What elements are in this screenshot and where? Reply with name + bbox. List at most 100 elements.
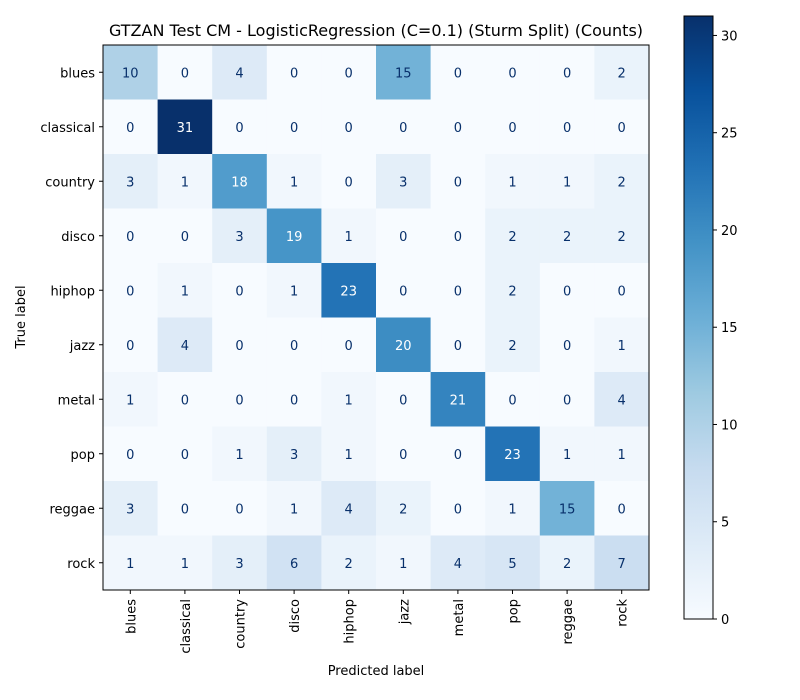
heatmap-cell — [321, 317, 377, 373]
y-tick-label: country — [45, 175, 95, 190]
cell-value-label: 0 — [399, 393, 407, 408]
cell-value-label: 1 — [563, 175, 571, 190]
heatmap-cell — [212, 372, 268, 427]
heatmap-cell — [594, 99, 650, 155]
cell-value-label: 0 — [181, 448, 189, 463]
cell-value-label: 0 — [399, 121, 407, 136]
colorbar — [683, 15, 714, 620]
cell-value-label: 1 — [235, 448, 243, 463]
heatmap-cell — [266, 372, 322, 427]
heatmap-cell — [157, 154, 213, 209]
cell-value-label: 1 — [345, 448, 353, 463]
cell-value-label: 0 — [235, 284, 243, 299]
heatmap-cell — [321, 535, 377, 591]
heatmap-cell — [266, 99, 322, 155]
cell-value-label: 2 — [508, 284, 516, 299]
heatmap-cell — [103, 535, 159, 591]
heatmap-cell — [485, 154, 541, 209]
heatmap-cell — [376, 99, 432, 155]
cell-value-label: 2 — [399, 502, 407, 517]
heatmap-cell — [594, 426, 650, 482]
colorbar-tick-label: 10 — [721, 418, 738, 433]
heatmap-cell — [485, 535, 541, 591]
colorbar-tick-label: 15 — [721, 321, 738, 336]
cell-value-label: 0 — [126, 284, 134, 299]
heatmap-cell — [430, 317, 486, 373]
cell-value-label: 1 — [181, 175, 189, 190]
heatmap-cell — [157, 317, 213, 373]
cell-value-label: 1 — [508, 502, 516, 517]
heatmap-cell — [430, 535, 486, 591]
heatmap-cell — [485, 99, 541, 155]
heatmap-cell — [157, 45, 213, 100]
heatmap-cell — [430, 372, 486, 427]
heatmap-cell — [103, 154, 159, 209]
heatmap-cell — [321, 426, 377, 482]
cell-value-label: 0 — [345, 121, 353, 136]
heatmap-cell — [212, 45, 268, 100]
heatmap-cell — [430, 263, 486, 318]
heatmap-cell — [485, 481, 541, 536]
cell-value-label: 5 — [508, 557, 516, 572]
heatmap-cell — [539, 154, 595, 209]
heatmap-cell — [430, 426, 486, 482]
cell-value-label: 4 — [181, 339, 189, 354]
y-tick-label: classical — [40, 121, 95, 136]
heatmap-cell — [594, 45, 650, 100]
y-axis-label: True label — [14, 285, 29, 349]
heatmap-cell — [539, 317, 595, 373]
cell-value-label: 0 — [345, 339, 353, 354]
cell-value-label: 0 — [181, 230, 189, 245]
heatmap-cell — [212, 535, 268, 591]
heatmap-cell — [321, 263, 377, 318]
cell-value-label: 3 — [126, 502, 134, 517]
cell-value-label: 0 — [454, 121, 462, 136]
cell-value-label: 2 — [563, 230, 571, 245]
cell-value-label: 4 — [345, 502, 353, 517]
cell-value-label: 4 — [235, 66, 243, 81]
cell-value-label: 15 — [559, 502, 576, 517]
heatmap-cell — [376, 154, 432, 209]
cell-value-label: 2 — [618, 66, 626, 81]
heatmap-cell — [594, 208, 650, 264]
heatmap-cell — [376, 535, 432, 591]
cell-value-label: 0 — [126, 339, 134, 354]
heatmap-cell — [157, 426, 213, 482]
cell-value-label: 3 — [126, 175, 134, 190]
x-tick-label: classical — [179, 599, 194, 654]
cell-value-label: 3 — [235, 557, 243, 572]
cell-value-label: 15 — [395, 66, 412, 81]
heatmap-cell — [212, 317, 268, 373]
heatmap-cell — [157, 372, 213, 427]
y-axis-ticks: blues classical country disco hiphop jazz meta… — [40, 66, 103, 572]
heatmap-cell — [212, 99, 268, 155]
cell-value-label: 19 — [286, 230, 303, 245]
cell-value-label: 0 — [563, 393, 571, 408]
cell-value-label: 0 — [126, 230, 134, 245]
heatmap-cell — [485, 208, 541, 264]
y-tick-label: pop — [71, 448, 95, 463]
colorbar-tick-label: 20 — [721, 224, 738, 239]
heatmap-cell — [539, 99, 595, 155]
cell-value-label: 0 — [563, 121, 571, 136]
cell-value-label: 2 — [508, 230, 516, 245]
heatmap-cell — [321, 45, 377, 100]
heatmap-cell — [212, 426, 268, 482]
heatmap-cell — [103, 426, 159, 482]
y-tick-label: jazz — [69, 339, 95, 354]
cell-value-label: 23 — [340, 284, 357, 299]
heatmap-cell — [103, 372, 159, 427]
heatmap-cell — [157, 481, 213, 536]
heatmap-cell — [430, 208, 486, 264]
cell-value-label: 3 — [290, 448, 298, 463]
heatmap-cell — [539, 208, 595, 264]
heatmap-cell — [103, 208, 159, 264]
heatmap-cell — [430, 45, 486, 100]
cell-value-label: 0 — [399, 230, 407, 245]
heatmap-cell — [594, 154, 650, 209]
cell-value-label: 1 — [290, 502, 298, 517]
heatmap-cell — [321, 99, 377, 155]
y-tick-label: reggae — [49, 502, 95, 517]
heatmap-cell — [321, 372, 377, 427]
heatmap-cell — [539, 263, 595, 318]
